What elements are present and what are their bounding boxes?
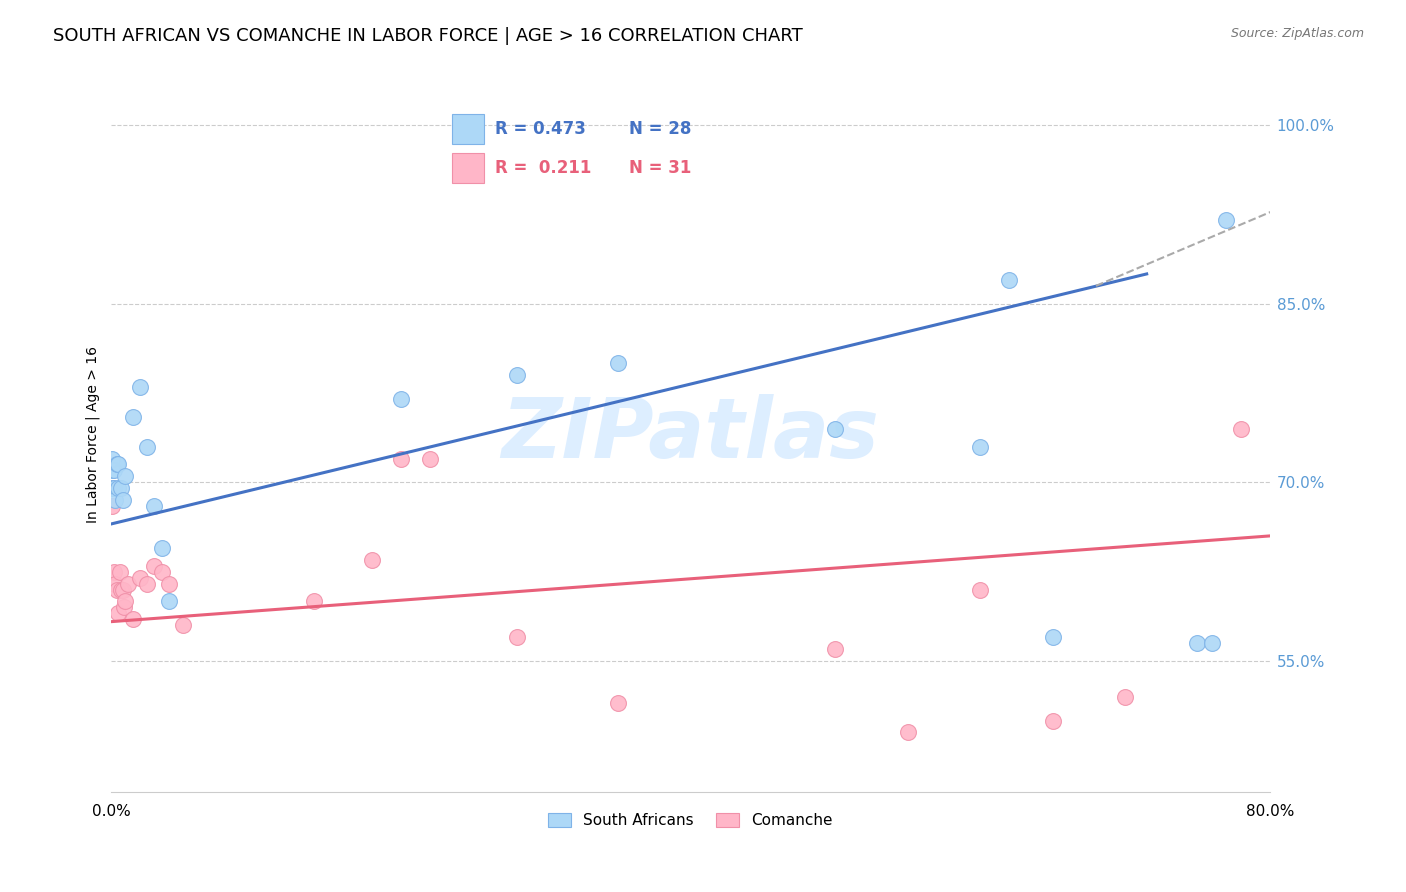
Point <box>824 642 846 657</box>
Point <box>606 356 628 370</box>
Point <box>105 458 128 472</box>
Text: ZIPatlas: ZIPatlas <box>502 394 879 475</box>
Point <box>606 696 628 710</box>
Point <box>111 493 134 508</box>
Point <box>101 481 124 495</box>
Point <box>110 582 132 597</box>
Text: SOUTH AFRICAN VS COMANCHE IN LABOR FORCE | AGE > 16 CORRELATION CHART: SOUTH AFRICAN VS COMANCHE IN LABOR FORCE… <box>53 27 803 45</box>
Point <box>1042 714 1064 728</box>
Point <box>157 576 180 591</box>
Legend: South Africans, Comanche: South Africans, Comanche <box>541 807 839 834</box>
Point <box>121 612 143 626</box>
Point <box>101 481 124 495</box>
Point <box>114 469 136 483</box>
Point <box>136 576 159 591</box>
Point <box>107 458 129 472</box>
Text: R =  0.211: R = 0.211 <box>495 159 591 177</box>
Point <box>302 594 325 608</box>
Text: N = 31: N = 31 <box>628 159 692 177</box>
Point <box>419 451 441 466</box>
Point <box>110 481 132 495</box>
Point <box>103 463 125 477</box>
Y-axis label: In Labor Force | Age > 16: In Labor Force | Age > 16 <box>86 346 100 524</box>
Text: N = 28: N = 28 <box>628 120 692 138</box>
Point <box>104 576 127 591</box>
Point <box>1114 690 1136 704</box>
Point <box>389 451 412 466</box>
Bar <box>451 153 484 183</box>
Point <box>103 565 125 579</box>
Text: R = 0.473: R = 0.473 <box>495 120 585 138</box>
Point <box>969 440 991 454</box>
Point <box>101 451 124 466</box>
Point <box>143 558 166 573</box>
Point <box>136 440 159 454</box>
Point <box>107 481 129 495</box>
Point <box>157 594 180 608</box>
Bar <box>451 114 484 145</box>
Point <box>114 594 136 608</box>
Point <box>969 582 991 597</box>
Point <box>897 725 920 739</box>
Point <box>150 565 173 579</box>
Point <box>128 571 150 585</box>
Point <box>998 273 1021 287</box>
Point <box>824 422 846 436</box>
Point <box>150 541 173 555</box>
Point <box>128 380 150 394</box>
Text: Source: ZipAtlas.com: Source: ZipAtlas.com <box>1230 27 1364 40</box>
Point <box>1187 636 1209 650</box>
Point <box>103 481 125 495</box>
Point <box>107 607 129 621</box>
Point <box>105 582 128 597</box>
Point <box>143 499 166 513</box>
Point <box>505 630 527 644</box>
Point <box>389 392 412 406</box>
Point <box>1201 636 1223 650</box>
Point <box>108 565 131 579</box>
Point <box>1215 213 1237 227</box>
Point <box>117 576 139 591</box>
Point <box>1230 422 1253 436</box>
Point <box>1042 630 1064 644</box>
Point <box>172 618 194 632</box>
Point <box>101 463 124 477</box>
Point <box>101 499 124 513</box>
Point <box>104 493 127 508</box>
Point <box>111 582 134 597</box>
Point <box>505 368 527 383</box>
Point <box>121 409 143 424</box>
Point <box>112 600 135 615</box>
Point <box>360 553 382 567</box>
